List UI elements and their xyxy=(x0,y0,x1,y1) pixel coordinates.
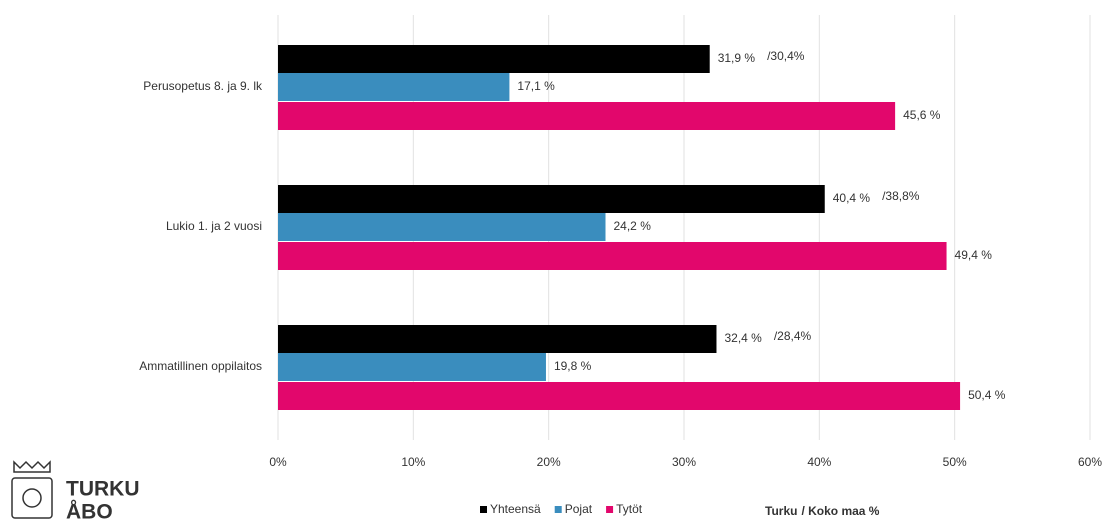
value-label: 31,9 % xyxy=(718,51,756,65)
x-tick-label: 40% xyxy=(807,455,831,469)
value-label: 32,4 % xyxy=(724,331,762,345)
legend-label: Tytöt xyxy=(616,502,643,516)
logo-text: TURKU xyxy=(66,478,140,501)
value-label: 49,4 % xyxy=(955,248,993,262)
value-label: 45,6 % xyxy=(903,108,941,122)
x-tick-label: 10% xyxy=(401,455,425,469)
legend-label: Yhteensä xyxy=(490,502,541,516)
legend-swatch xyxy=(480,506,487,513)
x-tick-label: 60% xyxy=(1078,455,1102,469)
value-label: 24,2 % xyxy=(614,219,652,233)
bar xyxy=(278,73,510,101)
bar xyxy=(278,353,546,381)
note-koko-maa: / Koko maa % xyxy=(801,504,879,518)
x-tick-label: 0% xyxy=(269,455,287,469)
logo-text: ÅBO xyxy=(66,500,113,524)
bar xyxy=(278,382,961,410)
bar xyxy=(278,185,825,213)
legend-swatch xyxy=(554,506,562,513)
bar xyxy=(278,213,606,241)
bar xyxy=(278,45,710,73)
bar xyxy=(278,242,947,270)
value-label: 19,8 % xyxy=(554,359,592,373)
bar xyxy=(278,325,717,353)
annotation: /38,8% xyxy=(882,189,920,203)
value-label: 50,4 % xyxy=(968,388,1006,402)
x-tick-label: 30% xyxy=(672,455,696,469)
value-label: 40,4 % xyxy=(833,191,871,205)
bar xyxy=(278,102,896,130)
x-tick-label: 20% xyxy=(537,455,561,469)
logo-icon xyxy=(11,460,53,519)
note-turku: Turku xyxy=(765,504,797,518)
annotation: /28,4% xyxy=(774,329,812,343)
annotation: /30,4% xyxy=(767,49,805,63)
value-label: 17,1 % xyxy=(517,79,555,93)
legend-label: Pojat xyxy=(565,502,593,516)
category-label: Ammatillinen oppilaitos xyxy=(139,359,262,373)
x-tick-label: 50% xyxy=(943,455,967,469)
category-label: Perusopetus 8. ja 9. lk xyxy=(143,79,263,93)
category-label: Lukio 1. ja 2 vuosi xyxy=(166,219,262,233)
legend-swatch xyxy=(606,506,614,513)
